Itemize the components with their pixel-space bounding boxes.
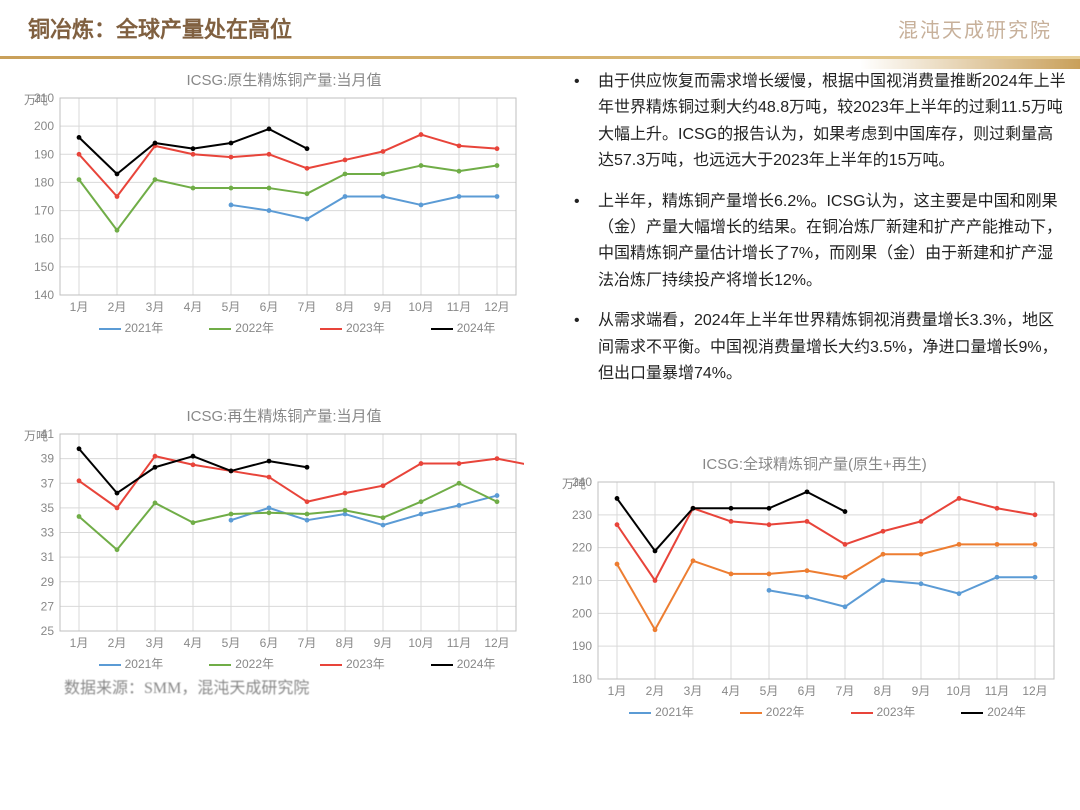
legend-item: 2022年 xyxy=(714,703,805,720)
svg-text:140: 140 xyxy=(34,288,54,302)
svg-text:230: 230 xyxy=(572,508,592,522)
svg-text:180: 180 xyxy=(34,175,54,189)
svg-text:3月: 3月 xyxy=(146,636,165,650)
header-rule xyxy=(0,56,1080,59)
svg-text:7月: 7月 xyxy=(298,300,317,314)
analysis-text: 由于供应恢复而需求增长缓慢，根据中国视消费量推断2024年上半年世界精炼铜过剩大… xyxy=(562,69,1067,401)
svg-text:170: 170 xyxy=(34,204,54,218)
svg-text:1月: 1月 xyxy=(70,636,89,650)
svg-text:2月: 2月 xyxy=(108,636,127,650)
svg-text:1月: 1月 xyxy=(608,684,627,698)
svg-text:200: 200 xyxy=(34,119,54,133)
svg-text:11月: 11月 xyxy=(447,300,471,314)
svg-text:7月: 7月 xyxy=(298,636,317,650)
chart1-ylabel: 万吨 xyxy=(24,91,48,108)
chart3-title: ICSG:全球精炼铜产量(原生+再生) xyxy=(562,453,1067,474)
bullet-item: 上半年，精炼铜产量增长6.2%。ICSG认为，这主要是中国和刚果（金）产量大幅增… xyxy=(568,189,1067,295)
chart1-title: ICSG:原生精炼铜产量:当月值 xyxy=(24,69,544,90)
svg-text:210: 210 xyxy=(572,574,592,588)
svg-text:200: 200 xyxy=(572,607,592,621)
bullet-item: 由于供应恢复而需求增长缓慢，根据中国视消费量推断2024年上半年世界精炼铜过剩大… xyxy=(568,69,1067,175)
page-header: 铜冶炼：全球产量处在高位 混沌天成研究院 xyxy=(0,0,1080,56)
svg-text:10月: 10月 xyxy=(408,300,433,314)
legend-item: 2021年 xyxy=(603,703,694,720)
svg-text:31: 31 xyxy=(41,550,55,564)
svg-text:12月: 12月 xyxy=(1022,684,1047,698)
svg-text:5月: 5月 xyxy=(222,300,241,314)
svg-text:5月: 5月 xyxy=(222,636,241,650)
svg-text:11月: 11月 xyxy=(447,636,471,650)
svg-text:180: 180 xyxy=(572,672,592,686)
svg-text:190: 190 xyxy=(34,147,54,161)
chart3-svg: 1801902002102202302401月2月3月4月5月6月7月8月9月1… xyxy=(562,476,1062,701)
svg-text:11月: 11月 xyxy=(985,684,1009,698)
legend-item: 2024年 xyxy=(935,703,1026,720)
svg-text:4月: 4月 xyxy=(184,636,203,650)
svg-text:1月: 1月 xyxy=(70,300,89,314)
chart2-svg: 2527293133353739411月2月3月4月5月6月7月8月9月10月1… xyxy=(24,428,524,653)
svg-text:35: 35 xyxy=(41,501,55,515)
legend-item: 2024年 xyxy=(405,319,496,336)
svg-text:10月: 10月 xyxy=(408,636,433,650)
svg-text:9月: 9月 xyxy=(374,300,393,314)
svg-text:12月: 12月 xyxy=(484,300,509,314)
data-source: 数据来源：SMM，混沌天成研究院 xyxy=(64,674,544,698)
chart2-title: ICSG:再生精炼铜产量:当月值 xyxy=(24,405,544,426)
legend-item: 2021年 xyxy=(73,319,164,336)
svg-text:5月: 5月 xyxy=(760,684,779,698)
svg-text:8月: 8月 xyxy=(336,300,355,314)
chart-secondary-output: ICSG:再生精炼铜产量:当月值 万吨 2527293133353739411月… xyxy=(24,405,544,720)
svg-text:33: 33 xyxy=(41,526,55,540)
svg-text:2月: 2月 xyxy=(646,684,665,698)
svg-text:4月: 4月 xyxy=(722,684,741,698)
svg-text:2月: 2月 xyxy=(108,300,127,314)
legend-item: 2024年 xyxy=(405,655,496,672)
chart2-legend: 2021年 2022年 2023年 2024年 xyxy=(24,655,544,672)
svg-text:190: 190 xyxy=(572,639,592,653)
page-title: 铜冶炼：全球产量处在高位 xyxy=(28,12,292,44)
svg-text:10月: 10月 xyxy=(946,684,971,698)
chart1-legend: 2021年 2022年 2023年 2024年 xyxy=(24,319,544,336)
bullet-list: 由于供应恢复而需求增长缓慢，根据中国视消费量推断2024年上半年世界精炼铜过剩大… xyxy=(568,69,1067,387)
legend-item: 2023年 xyxy=(294,655,385,672)
legend-item: 2023年 xyxy=(825,703,916,720)
legend-item: 2023年 xyxy=(294,319,385,336)
svg-text:150: 150 xyxy=(34,260,54,274)
svg-text:27: 27 xyxy=(41,600,55,614)
legend-item: 2021年 xyxy=(73,655,164,672)
svg-text:3月: 3月 xyxy=(146,300,165,314)
svg-text:39: 39 xyxy=(41,452,55,466)
svg-text:160: 160 xyxy=(34,232,54,246)
svg-text:4月: 4月 xyxy=(184,300,203,314)
svg-text:9月: 9月 xyxy=(912,684,931,698)
chart-total-output: ICSG:全球精炼铜产量(原生+再生) 万吨 180 190 200 210 220 23… xyxy=(562,453,1067,720)
brand-watermark: 混沌天成研究院 xyxy=(898,14,1052,43)
chart2-ylabel: 万吨 xyxy=(24,427,48,444)
svg-text:6月: 6月 xyxy=(798,684,817,698)
svg-text:37: 37 xyxy=(41,477,55,491)
legend-item: 2022年 xyxy=(183,319,274,336)
svg-text:8月: 8月 xyxy=(874,684,893,698)
svg-text:25: 25 xyxy=(41,624,55,638)
svg-text:6月: 6月 xyxy=(260,636,279,650)
svg-text:29: 29 xyxy=(41,575,55,589)
chart3-ylabel: 万吨 xyxy=(562,475,586,492)
svg-text:6月: 6月 xyxy=(260,300,279,314)
chart1-svg: 1401501601701801902002101月2月3月4月5月6月7月8月… xyxy=(24,92,524,317)
svg-text:8月: 8月 xyxy=(336,636,355,650)
svg-text:3月: 3月 xyxy=(684,684,703,698)
svg-text:12月: 12月 xyxy=(484,636,509,650)
svg-text:220: 220 xyxy=(572,541,592,555)
bullet-item: 从需求端看，2024年上半年世界精炼铜视消费量增长3.3%，地区间需求不平衡。中… xyxy=(568,308,1067,387)
svg-text:9月: 9月 xyxy=(374,636,393,650)
chart-primary-output: ICSG:原生精炼铜产量:当月值 万吨 140 150 160 170 180 190 20… xyxy=(24,69,544,401)
legend-item: 2022年 xyxy=(183,655,274,672)
chart3-legend: 2021年 2022年 2023年 2024年 xyxy=(562,703,1067,720)
svg-text:7月: 7月 xyxy=(836,684,855,698)
